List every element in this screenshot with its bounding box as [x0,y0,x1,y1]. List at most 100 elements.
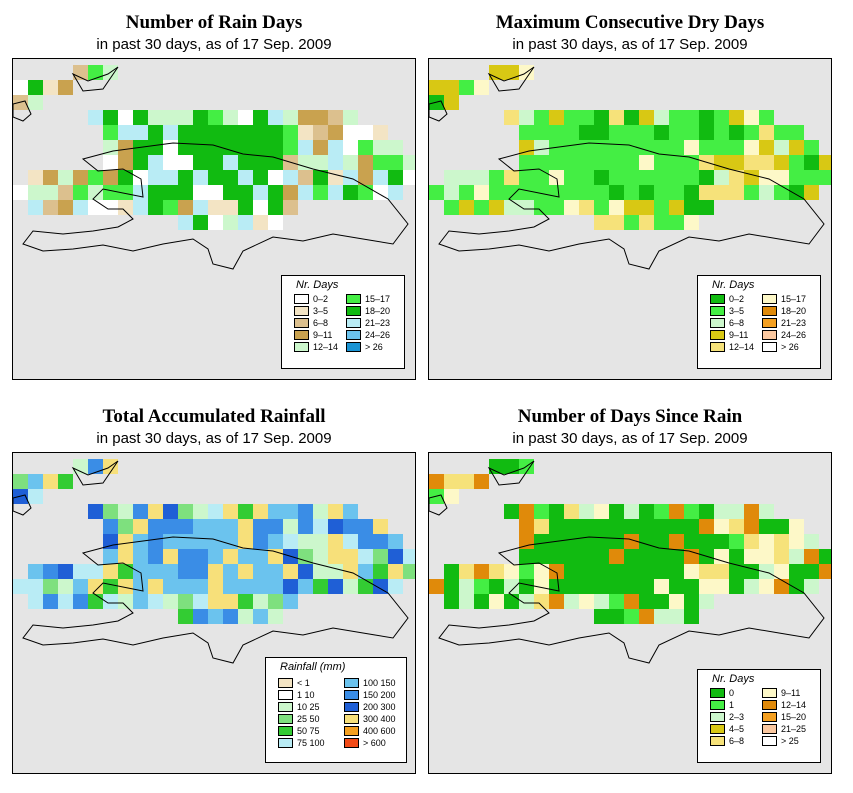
grid-cell [684,170,699,185]
grid-cell [358,125,373,140]
since-rain-legend: Nr. Days 0 1 2–3 4–5 6–8 9–11 12–14 15–20 21–25 >… [697,669,821,763]
grid-cell [193,125,208,140]
grid-cell [88,65,103,80]
grid-cell [118,519,133,534]
grid-cell [729,534,744,549]
grid-cell [13,579,28,594]
grid-cell [699,140,714,155]
legend-label: > 26 [781,342,799,352]
legend-swatch [344,702,359,712]
grid-cell [459,185,474,200]
grid-cell [268,170,283,185]
grid-cell [564,579,579,594]
grid-cell [564,155,579,170]
grid-cell [103,125,118,140]
grid-cell [208,110,223,125]
grid-cell [193,504,208,519]
legend-item: 1 10 [278,690,315,700]
grid-cell [118,125,133,140]
grid-cell [298,549,313,564]
grid-cell [804,170,819,185]
legend-item: 50 75 [278,726,320,736]
legend-label: < 1 [297,678,310,688]
grid-cell [298,140,313,155]
grid-cell [609,594,624,609]
legend-label: 24–26 [365,330,391,340]
grid-cell [774,125,789,140]
legend-swatch [710,712,725,722]
grid-cell [789,579,804,594]
grid-cell [223,125,238,140]
grid-cell [714,564,729,579]
grid-cell [88,594,103,609]
grid-cell [534,155,549,170]
grid-cell [669,155,684,170]
grid-cell [148,519,163,534]
grid-cell [489,579,504,594]
grid-cell [789,549,804,564]
grid-cell [759,185,774,200]
grid-cell [148,534,163,549]
grid-cell [624,579,639,594]
grid-cell [118,110,133,125]
grid-cell [714,155,729,170]
since-rain-panel: Number of Days Since Rain in past 30 day… [428,406,832,776]
grid-cell [43,579,58,594]
grid-cell [58,594,73,609]
grid-cell [193,170,208,185]
grid-cell [594,200,609,215]
grid-cell [534,504,549,519]
legend-label: 50 75 [297,726,320,736]
grid-cell [163,534,178,549]
grid-cell [564,519,579,534]
grid-cell [28,80,43,95]
grid-cell [118,504,133,519]
grid-cell [669,564,684,579]
grid-cell [459,200,474,215]
grid-cell [459,579,474,594]
grid-cell [343,155,358,170]
grid-cell [268,125,283,140]
grid-cell [579,519,594,534]
grid-cell [373,564,388,579]
grid-cell [43,594,58,609]
grid-cell [178,110,193,125]
grid-cell [238,170,253,185]
grid-cell [729,549,744,564]
grid-cell [148,155,163,170]
grid-cell [223,200,238,215]
grid-cell [133,564,148,579]
grid-cell [579,140,594,155]
grid-cell [148,594,163,609]
grid-cell [714,504,729,519]
grid-cell [373,140,388,155]
grid-cell [328,564,343,579]
grid-cell [624,155,639,170]
grid-cell [774,185,789,200]
grid-cell [388,564,403,579]
grid-cell [729,579,744,594]
grid-cell [624,215,639,230]
grid-cell [609,185,624,200]
legend-label: 18–20 [365,306,391,316]
grid-cell [133,170,148,185]
coastline [13,66,119,122]
panel-title: Number of Days Since Rain [517,406,743,427]
grid-cell [163,170,178,185]
legend-item: 6–8 [710,318,744,328]
grid-cell [684,185,699,200]
grid-cell [534,185,549,200]
legend-label: 15–20 [781,712,807,722]
grid-cell [163,519,178,534]
grid-cell [148,200,163,215]
grid-cell [579,504,594,519]
grid-cell [639,519,654,534]
grid-cell [268,594,283,609]
grid-cell [699,110,714,125]
grid-cell [298,110,313,125]
grid-cell [238,519,253,534]
legend-swatch [278,702,293,712]
legend-label: 18–20 [781,306,807,316]
grid-cell [208,200,223,215]
grid-cell [654,594,669,609]
